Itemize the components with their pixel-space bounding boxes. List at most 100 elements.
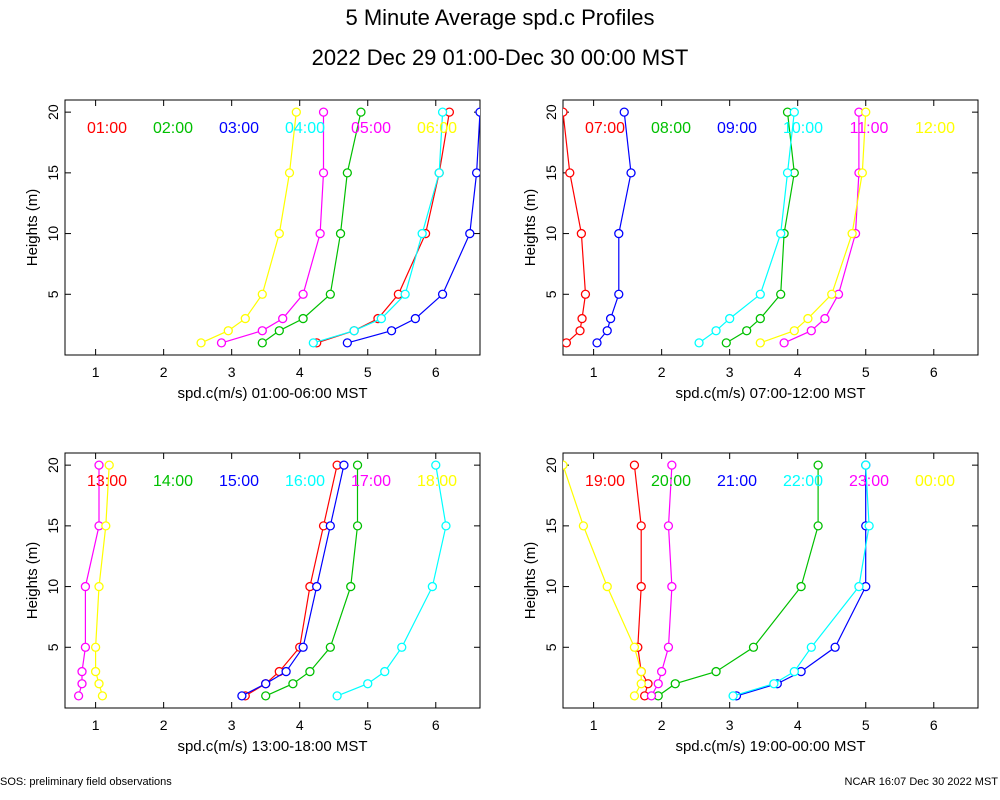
data-point (308, 338, 318, 348)
y-tick-label: 20 (45, 104, 61, 120)
series-group (196, 107, 480, 348)
series-group (563, 107, 871, 348)
data-point (711, 666, 721, 677)
data-point (563, 338, 572, 348)
series-line-10:00 (698, 112, 795, 344)
data-point (636, 581, 646, 592)
legend-entry-07:00: 07:00 (585, 120, 625, 137)
data-point (861, 107, 871, 117)
x-tick-label: 2 (658, 717, 666, 733)
data-point (619, 107, 629, 117)
data-point (796, 581, 806, 592)
data-point (315, 228, 325, 239)
data-point (94, 460, 104, 470)
series-line-01:00 (316, 112, 450, 344)
data-point (77, 666, 87, 677)
data-point (288, 679, 298, 689)
legend-entry-04:00: 04:00 (285, 120, 325, 137)
x-tick-label: 4 (794, 717, 802, 733)
data-point (437, 289, 448, 299)
x-tick-label: 3 (726, 364, 734, 380)
x-tick-label: 6 (432, 717, 440, 733)
y-tick-label: 15 (543, 518, 559, 534)
data-point (614, 289, 624, 299)
data-point (782, 168, 793, 178)
data-point (721, 338, 731, 348)
data-point (605, 313, 616, 324)
legend-entry-11:00: 11:00 (850, 120, 889, 137)
data-point (636, 666, 646, 677)
data-point (80, 581, 91, 592)
data-point (274, 326, 284, 336)
data-point (284, 168, 295, 178)
legend-entry-16:00: 16:00 (285, 473, 325, 490)
data-point (261, 679, 271, 689)
footer-source-note: SOS: preliminary field observations (0, 776, 172, 788)
data-point (90, 642, 101, 652)
data-point (864, 521, 874, 531)
x-axis-label: spd.c(m/s) 01:00-06:00 MST (177, 385, 367, 402)
legend-entry-01:00: 01:00 (87, 120, 127, 137)
data-point (318, 107, 329, 117)
data-point (101, 521, 111, 531)
data-point (77, 679, 87, 689)
x-tick-label: 2 (160, 364, 168, 380)
data-point (636, 521, 646, 531)
series-group (563, 460, 874, 701)
data-point (257, 326, 267, 336)
data-point (789, 107, 799, 117)
data-point (274, 228, 284, 239)
data-point (694, 338, 704, 348)
y-tick-label: 10 (45, 226, 61, 242)
x-axis-label: spd.c(m/s) 07:00-12:00 MST (675, 385, 865, 402)
series-group (73, 460, 451, 701)
data-point (755, 289, 765, 299)
series-line-03:00 (347, 112, 480, 344)
series-line-04:00 (313, 112, 444, 344)
x-tick-label: 6 (930, 717, 938, 733)
legend-entry-12:00: 12:00 (915, 120, 955, 137)
data-point (376, 313, 387, 324)
data-point (298, 642, 308, 652)
data-point (298, 313, 308, 324)
data-point (363, 679, 373, 689)
data-point (578, 521, 589, 531)
plot-frame (562, 99, 979, 356)
data-point (196, 338, 206, 348)
legend-entry-09:00: 09:00 (717, 120, 757, 137)
data-point (278, 313, 288, 324)
data-point (803, 313, 813, 324)
y-tick-label: 20 (543, 457, 559, 473)
data-point (97, 691, 108, 701)
data-point (755, 313, 765, 324)
data-point (563, 107, 568, 117)
data-point (342, 168, 352, 178)
data-point (626, 168, 636, 178)
data-point (806, 642, 816, 652)
y-tick-label: 10 (543, 226, 559, 242)
data-point (325, 289, 335, 299)
data-point (789, 666, 799, 677)
x-tick-label: 3 (228, 364, 236, 380)
data-point (94, 581, 104, 592)
data-point (342, 338, 352, 348)
data-point (580, 289, 591, 299)
data-point (325, 642, 335, 652)
x-tick-label: 5 (862, 364, 870, 380)
y-tick-label: 10 (543, 579, 559, 595)
y-tick-label: 15 (543, 165, 559, 181)
data-point (437, 107, 448, 117)
data-point (356, 107, 366, 117)
series-line-02:00 (261, 111, 362, 344)
footer-timestamp: NCAR 16:07 Dec 30 2022 MST (844, 776, 998, 788)
data-point (813, 460, 823, 470)
data-point (335, 228, 346, 239)
data-point (776, 289, 786, 299)
x-tick-label: 4 (794, 364, 802, 380)
series-line-15:00 (241, 464, 345, 697)
data-point (380, 666, 390, 677)
data-point (386, 326, 397, 336)
data-point (725, 313, 735, 324)
data-point (806, 326, 816, 336)
